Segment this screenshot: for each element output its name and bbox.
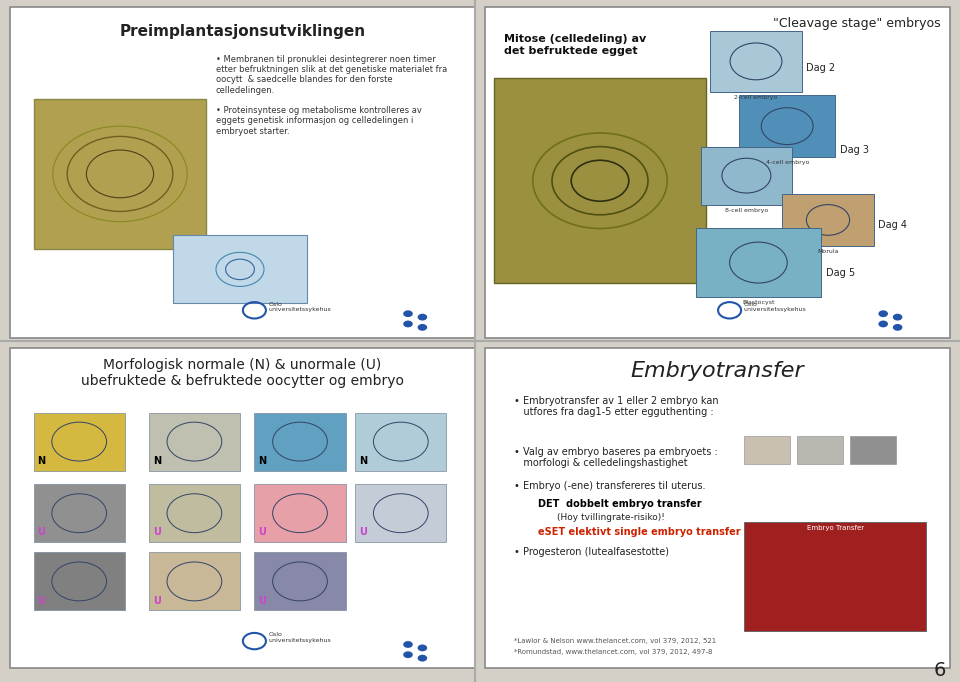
Circle shape (893, 314, 902, 321)
Text: "Cleavage stage" embryos: "Cleavage stage" embryos (773, 17, 941, 30)
FancyBboxPatch shape (34, 99, 206, 249)
Text: U: U (359, 527, 367, 537)
FancyBboxPatch shape (744, 436, 790, 464)
FancyBboxPatch shape (782, 194, 874, 246)
FancyBboxPatch shape (701, 147, 792, 205)
Text: U: U (37, 527, 45, 537)
FancyBboxPatch shape (485, 7, 950, 338)
Circle shape (403, 310, 413, 317)
FancyBboxPatch shape (355, 484, 446, 542)
Text: Oslo
universitetssykehus: Oslo universitetssykehus (269, 632, 331, 643)
FancyBboxPatch shape (485, 348, 950, 668)
Text: *Romundstad, www.thelancet.com, vol 379, 2012, 497-8: *Romundstad, www.thelancet.com, vol 379,… (514, 649, 712, 655)
Text: Preimplantasjonsutviklingen: Preimplantasjonsutviklingen (119, 24, 366, 39)
Text: U: U (258, 595, 266, 606)
Text: • Progesteron (lutealfasestotte): • Progesteron (lutealfasestotte) (514, 547, 668, 557)
Text: *Lawlor & Nelson www.thelancet.com, vol 379, 2012, 521: *Lawlor & Nelson www.thelancet.com, vol … (514, 638, 716, 644)
Circle shape (403, 651, 413, 658)
Circle shape (403, 641, 413, 648)
FancyBboxPatch shape (254, 413, 346, 471)
Text: DET  dobbelt embryo transfer: DET dobbelt embryo transfer (538, 499, 701, 509)
Text: Dag 4: Dag 4 (878, 220, 907, 230)
Text: 6: 6 (933, 661, 946, 680)
Text: N: N (359, 456, 367, 466)
Text: U: U (153, 595, 160, 606)
Text: Morula: Morula (817, 249, 839, 254)
Circle shape (878, 310, 888, 317)
Text: Morfologisk normale (N) & unormale (U)
ubefruktede & befruktede oocytter og embr: Morfologisk normale (N) & unormale (U) u… (81, 358, 404, 388)
FancyBboxPatch shape (355, 413, 446, 471)
Text: Oslo
universitetssykehus: Oslo universitetssykehus (269, 301, 331, 312)
Text: Blastocyst: Blastocyst (742, 300, 775, 305)
Text: 2-cell embryo: 2-cell embryo (734, 95, 778, 100)
Text: U: U (153, 527, 160, 537)
FancyBboxPatch shape (10, 7, 475, 338)
Text: N: N (37, 456, 45, 466)
Text: Embryo Transfer: Embryo Transfer (806, 525, 864, 531)
FancyBboxPatch shape (710, 31, 802, 92)
Circle shape (418, 314, 427, 321)
Text: (Hoy tvillingrate-risiko)!: (Hoy tvillingrate-risiko)! (557, 513, 664, 522)
FancyBboxPatch shape (34, 552, 125, 610)
FancyBboxPatch shape (494, 78, 706, 283)
FancyBboxPatch shape (254, 484, 346, 542)
Circle shape (878, 321, 888, 327)
Text: Dag 3: Dag 3 (840, 145, 869, 155)
Text: • Proteinsyntese og metabolisme kontrolleres av
eggets genetisk informasjon og c: • Proteinsyntese og metabolisme kontroll… (216, 106, 421, 136)
FancyBboxPatch shape (797, 436, 843, 464)
Circle shape (418, 644, 427, 651)
Text: Dag 2: Dag 2 (806, 63, 835, 73)
FancyBboxPatch shape (149, 552, 240, 610)
Circle shape (403, 321, 413, 327)
FancyBboxPatch shape (173, 235, 307, 303)
FancyBboxPatch shape (744, 522, 926, 631)
FancyBboxPatch shape (850, 436, 896, 464)
FancyBboxPatch shape (149, 484, 240, 542)
FancyBboxPatch shape (34, 484, 125, 542)
Text: 4-cell embryo: 4-cell embryo (765, 160, 809, 165)
Text: • Embryotransfer av 1 eller 2 embryo kan
   utfores fra dag1-5 etter egguthentin: • Embryotransfer av 1 eller 2 embryo kan… (514, 396, 718, 417)
Text: • Valg av embryo baseres pa embryoets :
   morfologi & celledelingshastighet: • Valg av embryo baseres pa embryoets : … (514, 447, 717, 469)
Text: • Embryo (-ene) transfereres til uterus.: • Embryo (-ene) transfereres til uterus. (514, 481, 705, 491)
Text: Dag 5: Dag 5 (826, 268, 854, 278)
FancyBboxPatch shape (696, 228, 821, 297)
FancyBboxPatch shape (10, 348, 475, 668)
FancyBboxPatch shape (34, 413, 125, 471)
Text: N: N (153, 456, 160, 466)
Text: U: U (258, 527, 266, 537)
Text: N: N (258, 456, 266, 466)
FancyBboxPatch shape (739, 95, 835, 157)
FancyBboxPatch shape (149, 413, 240, 471)
Text: • Membranen til pronuklei desintegrerer noen timer
etter befruktningen slik at d: • Membranen til pronuklei desintegrerer … (216, 55, 447, 95)
Circle shape (418, 655, 427, 662)
Text: Embryotransfer: Embryotransfer (631, 361, 804, 381)
Circle shape (418, 324, 427, 331)
Text: U: U (37, 595, 45, 606)
FancyBboxPatch shape (254, 552, 346, 610)
Text: Oslo
universitetssykehus: Oslo universitetssykehus (744, 301, 806, 312)
Circle shape (893, 324, 902, 331)
Text: Mitose (celledeling) av
det befruktede egget: Mitose (celledeling) av det befruktede e… (504, 34, 646, 56)
Text: eSET elektivt single embryo transfer: eSET elektivt single embryo transfer (538, 527, 740, 537)
Text: 8-cell embryo: 8-cell embryo (725, 208, 768, 213)
